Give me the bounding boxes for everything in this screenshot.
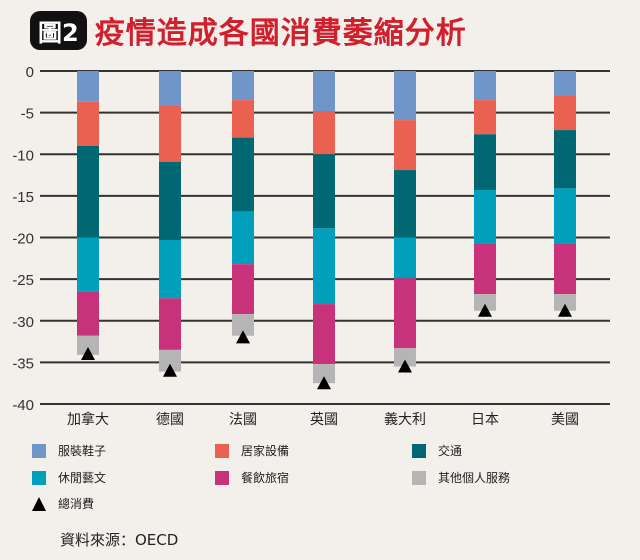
- legend-item: 其他個人服務: [412, 469, 510, 486]
- bar-segment: [232, 100, 254, 138]
- total-marker: [478, 303, 492, 317]
- bar-segment: [77, 335, 99, 355]
- legend-swatch: [32, 470, 46, 485]
- bar-segment: [394, 278, 416, 349]
- legend-swatch: [412, 470, 426, 485]
- y-tick-label: -20: [12, 231, 34, 248]
- total-marker: [317, 376, 331, 390]
- bar-segment: [394, 120, 416, 171]
- bar-segment: [474, 134, 496, 191]
- x-tick-label: 加拿大: [67, 411, 109, 428]
- bar-segment: [77, 145, 99, 238]
- bar-segment: [77, 71, 99, 102]
- y-tick-label: -35: [12, 355, 34, 372]
- legend-label: 交通: [438, 444, 463, 458]
- chart-title: 圖2 疫情造成各國消費萎縮分析: [30, 8, 467, 52]
- plot-area: 0 -5 -10 -15 -20 -25 -30 -35 -40 加拿大 德國 法國 英國 義大利 日本 美國: [12, 64, 610, 428]
- legend-item: 休閒藝文: [32, 469, 106, 486]
- total-marker: [81, 347, 95, 361]
- bar-segment: [474, 71, 496, 101]
- bar-segment: [313, 228, 335, 305]
- x-tick-label: 法國: [229, 412, 257, 428]
- total-marker: [398, 359, 412, 373]
- x-tick-label: 德國: [156, 412, 184, 428]
- y-tick-label: -30: [12, 314, 34, 331]
- y-tick-label: -15: [12, 189, 34, 206]
- legend-label: 總消費: [58, 497, 95, 511]
- legend-item: 居家設備: [215, 442, 289, 459]
- x-tick-label: 日本: [471, 412, 499, 428]
- title-text: 疫情造成各國消費萎縮分析: [94, 16, 467, 51]
- legend-swatch: [215, 470, 229, 485]
- bar-segment: [232, 137, 254, 212]
- bar-segment: [159, 239, 181, 299]
- bar-segment: [313, 304, 335, 365]
- legend-item-total: 總消費: [32, 495, 94, 512]
- triangle-icon: [32, 496, 46, 511]
- bar-segment: [394, 237, 416, 279]
- bar-segment: [77, 237, 99, 292]
- bar-segment: [159, 349, 181, 372]
- y-tick-label: -40: [12, 397, 34, 414]
- bar-segment: [313, 71, 335, 112]
- bar-segment: [313, 364, 335, 384]
- legend-item: 服裝鞋子: [32, 442, 106, 459]
- bar-segment: [232, 264, 254, 315]
- total-marker: [558, 303, 572, 317]
- bar-segment: [159, 161, 181, 240]
- source-note: 資料來源：OECD: [60, 531, 179, 549]
- legend-label: 餐飲旅宿: [241, 471, 290, 485]
- y-tick-label: -25: [12, 272, 34, 289]
- legend-label: 其他個人服務: [438, 471, 511, 485]
- y-tick-label: 0: [26, 64, 34, 81]
- figure-badge: 圖2: [30, 10, 87, 50]
- x-tick-label: 英國: [310, 411, 338, 428]
- bar-segment: [474, 190, 496, 244]
- bar-segment: [77, 101, 99, 146]
- bar-segment: [554, 95, 576, 131]
- y-tick-label: -5: [21, 106, 34, 123]
- bar-segment: [394, 348, 416, 367]
- legend-swatch: [32, 443, 46, 458]
- bar-segment: [474, 100, 496, 135]
- legend-swatch: [412, 443, 426, 458]
- y-tick-label: -10: [12, 147, 34, 164]
- bar-segment: [554, 243, 576, 295]
- legend-item: 交通: [412, 442, 462, 459]
- bar-segment: [159, 71, 181, 106]
- x-tick-label: 美國: [551, 412, 579, 428]
- bar-segment: [159, 298, 181, 350]
- x-tick-label: 義大利: [384, 411, 426, 428]
- bar-segment: [554, 130, 576, 189]
- legend-swatch: [215, 443, 229, 458]
- legend-label: 居家設備: [241, 444, 290, 458]
- bar-segment: [474, 243, 496, 295]
- bar-segment: [232, 314, 254, 336]
- bar-segment: [394, 170, 416, 238]
- bar-segment: [554, 188, 576, 244]
- legend-label: 休閒藝文: [58, 471, 107, 485]
- bar-segment: [474, 294, 496, 311]
- legend-item: 餐飲旅宿: [215, 469, 289, 486]
- total-marker: [163, 363, 177, 377]
- bar-segment: [554, 294, 576, 311]
- legend-label: 服裝鞋子: [58, 444, 107, 458]
- bar-segment: [77, 291, 99, 336]
- bar-segment: [313, 111, 335, 155]
- bar-segment: [313, 154, 335, 229]
- total-marker: [236, 330, 250, 344]
- bar-segment: [232, 211, 254, 265]
- bar-segment: [394, 71, 416, 121]
- bar-segment: [232, 71, 254, 101]
- bar-segment: [159, 105, 181, 162]
- bar-segment: [554, 71, 576, 96]
